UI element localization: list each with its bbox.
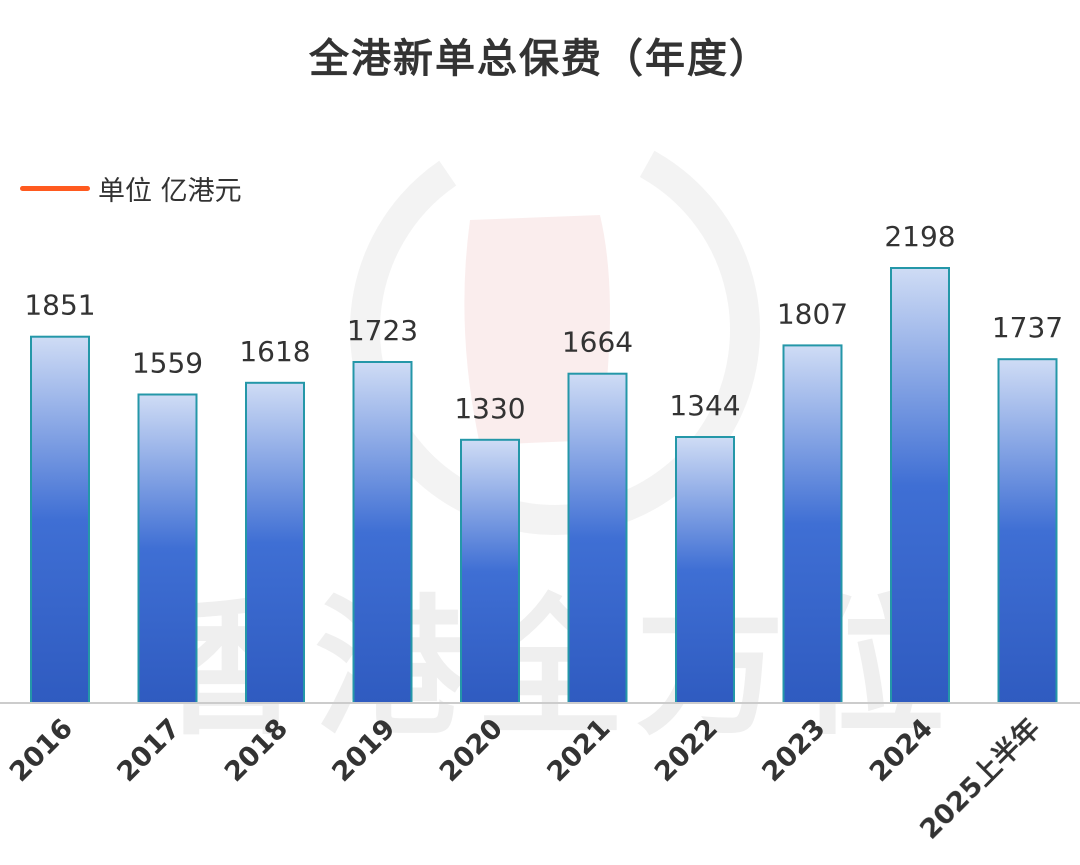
value-label-2022: 1344 <box>669 389 740 422</box>
bar-2016 <box>30 335 90 704</box>
value-label-2019: 1723 <box>347 314 418 347</box>
bar-2023 <box>782 344 843 704</box>
chart-title: 全港新单总保费（年度） <box>309 36 771 82</box>
bar-2024 <box>890 267 950 704</box>
value-label-2025上半年: 1737 <box>992 311 1063 344</box>
value-label-2016: 1851 <box>24 289 95 322</box>
bar-2019 <box>352 361 413 704</box>
bar-2018 <box>245 381 305 704</box>
legend-label: 单位 亿港元 <box>98 175 242 207</box>
bar-2022 <box>675 436 735 704</box>
value-label-2021: 1664 <box>562 326 633 359</box>
value-label-2024: 2198 <box>884 220 955 253</box>
bar-2020 <box>460 438 520 704</box>
value-label-2018: 1618 <box>239 335 310 368</box>
legend-swatch <box>20 185 90 191</box>
bar-2021 <box>567 372 628 704</box>
value-label-2017: 1559 <box>132 347 203 380</box>
bar-2017 <box>137 393 198 704</box>
bar-2025上半年 <box>997 358 1058 704</box>
x-tick-2016: 2016 <box>4 713 79 788</box>
value-label-2020: 1330 <box>454 392 525 425</box>
legend: 单位 亿港元 <box>20 168 242 208</box>
value-labels: 1851 1559 1618 1723 1330 1664 1344 1807 2198 1737 <box>24 220 1063 425</box>
value-label-2023: 1807 <box>777 297 848 330</box>
bars <box>30 267 1058 704</box>
